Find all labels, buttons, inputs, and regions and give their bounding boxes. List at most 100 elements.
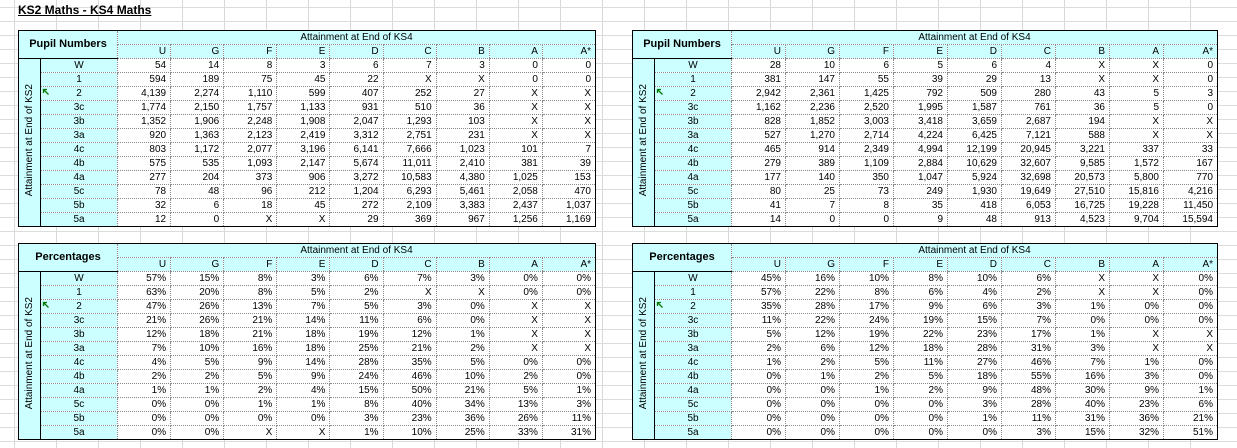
table-corner-label[interactable]: Percentages	[18, 243, 118, 272]
col-header-astar[interactable]: A*	[541, 257, 596, 272]
col-header-d[interactable]: D	[947, 257, 1002, 272]
data-cell[interactable]: 19,649	[1001, 184, 1056, 199]
data-cell[interactable]: 4,139	[116, 86, 172, 101]
data-cell[interactable]: 78	[116, 184, 172, 199]
data-cell[interactable]: 57%	[731, 285, 786, 300]
col-header-a[interactable]: A	[1109, 257, 1164, 272]
data-cell[interactable]: 5,674	[329, 156, 384, 171]
data-cell[interactable]: X	[1109, 271, 1164, 286]
data-cell[interactable]: 2%	[329, 285, 384, 300]
data-cell[interactable]: 381	[731, 72, 786, 87]
data-cell[interactable]: 1%	[541, 383, 597, 398]
data-cell[interactable]: 7%	[1001, 313, 1056, 328]
row-label-2[interactable]: 2	[654, 86, 732, 101]
col-header-b[interactable]: B	[1055, 44, 1110, 59]
data-cell[interactable]: 0%	[276, 411, 331, 426]
data-cell[interactable]: 51%	[1163, 425, 1218, 440]
data-cell[interactable]: X	[541, 313, 597, 328]
data-cell[interactable]: 1%	[731, 355, 786, 370]
data-cell[interactable]: 12%	[785, 327, 840, 342]
row-label-3c[interactable]: 3c	[654, 100, 732, 115]
data-cell[interactable]: 167	[1163, 156, 1218, 171]
data-cell[interactable]: 1%	[116, 383, 172, 398]
data-cell[interactable]: 29	[947, 72, 1002, 87]
data-cell[interactable]: 418	[947, 198, 1002, 213]
data-cell[interactable]: 0%	[731, 383, 786, 398]
data-cell[interactable]: 920	[116, 128, 172, 143]
data-cell[interactable]: 1,930	[947, 184, 1002, 199]
data-cell[interactable]: 6,425	[947, 128, 1002, 143]
data-cell[interactable]: 2%	[1001, 285, 1056, 300]
data-cell[interactable]: X	[276, 425, 331, 440]
data-cell[interactable]: 32,607	[1001, 156, 1056, 171]
data-cell[interactable]: 48%	[1001, 383, 1056, 398]
col-header-g[interactable]: G	[785, 44, 840, 59]
data-cell[interactable]: X	[1109, 128, 1164, 143]
data-cell[interactable]: 25%	[435, 425, 490, 440]
data-cell[interactable]: 34%	[435, 397, 490, 412]
data-cell[interactable]: 277	[116, 170, 172, 185]
data-cell[interactable]: 7	[382, 58, 437, 73]
data-cell[interactable]: 27,510	[1055, 184, 1110, 199]
data-cell[interactable]: 12	[116, 212, 172, 227]
data-cell[interactable]: 39	[893, 72, 948, 87]
data-cell[interactable]: 4,224	[893, 128, 948, 143]
data-cell[interactable]: 0%	[893, 411, 948, 426]
row-label-5a[interactable]: 5a	[654, 425, 732, 440]
data-cell[interactable]: 2,058	[488, 184, 543, 199]
data-cell[interactable]: 3,196	[276, 142, 331, 157]
data-cell[interactable]: 11%	[731, 313, 786, 328]
data-cell[interactable]: 26%	[170, 313, 225, 328]
data-cell[interactable]: 3%	[276, 271, 331, 286]
data-cell[interactable]: X	[541, 327, 597, 342]
data-cell[interactable]: 19%	[893, 313, 948, 328]
data-cell[interactable]: 2,942	[731, 86, 786, 101]
data-cell[interactable]: 55	[839, 72, 894, 87]
data-cell[interactable]: 803	[116, 142, 172, 157]
data-cell[interactable]: 10%	[170, 341, 225, 356]
data-cell[interactable]: 12%	[382, 327, 437, 342]
col-header-a[interactable]: A	[1109, 44, 1164, 59]
row-label-1[interactable]: 1	[40, 285, 118, 300]
data-cell[interactable]: 7,666	[382, 142, 437, 157]
data-cell[interactable]: 1,908	[276, 114, 331, 129]
data-cell[interactable]: 6%	[382, 313, 437, 328]
data-cell[interactable]: 770	[1163, 170, 1218, 185]
data-cell[interactable]: 0%	[1163, 355, 1218, 370]
col-header-g[interactable]: G	[785, 257, 840, 272]
data-cell[interactable]: 19%	[839, 327, 894, 342]
data-cell[interactable]: 2,123	[223, 128, 278, 143]
data-cell[interactable]: 50%	[382, 383, 437, 398]
data-cell[interactable]: 1%	[1055, 299, 1110, 314]
data-cell[interactable]: 2,274	[170, 86, 225, 101]
data-cell[interactable]: 5,461	[435, 184, 490, 199]
data-cell[interactable]: 7%	[1055, 355, 1110, 370]
data-cell[interactable]: 48	[170, 184, 225, 199]
ks4-attainment-header[interactable]: Attainment at End of KS4	[731, 30, 1218, 45]
data-cell[interactable]: 20,573	[1055, 170, 1110, 185]
data-cell[interactable]: X	[1055, 285, 1110, 300]
data-cell[interactable]: 2%	[839, 369, 894, 384]
data-cell[interactable]: 1,110	[223, 86, 278, 101]
data-cell[interactable]: 9%	[893, 299, 948, 314]
data-cell[interactable]: 373	[223, 170, 278, 185]
data-cell[interactable]: X	[488, 327, 543, 342]
data-cell[interactable]: 24%	[839, 313, 894, 328]
data-cell[interactable]: 20%	[170, 285, 225, 300]
data-cell[interactable]: 153	[541, 170, 597, 185]
data-cell[interactable]: 1%	[1163, 383, 1218, 398]
data-cell[interactable]: 3%	[382, 299, 437, 314]
data-cell[interactable]: X	[541, 128, 597, 143]
data-cell[interactable]: 0	[839, 212, 894, 227]
row-label-3b[interactable]: 3b	[40, 114, 118, 129]
data-cell[interactable]: 55%	[1001, 369, 1056, 384]
data-cell[interactable]: 7,121	[1001, 128, 1056, 143]
data-cell[interactable]: 2,410	[435, 156, 490, 171]
data-cell[interactable]: 1%	[276, 397, 331, 412]
col-header-astar[interactable]: A*	[541, 44, 596, 59]
data-cell[interactable]: 1%	[170, 383, 225, 398]
data-cell[interactable]: X	[488, 86, 543, 101]
data-cell[interactable]: 1,757	[223, 100, 278, 115]
data-cell[interactable]: 1,162	[731, 100, 786, 115]
data-cell[interactable]: 21%	[116, 313, 172, 328]
